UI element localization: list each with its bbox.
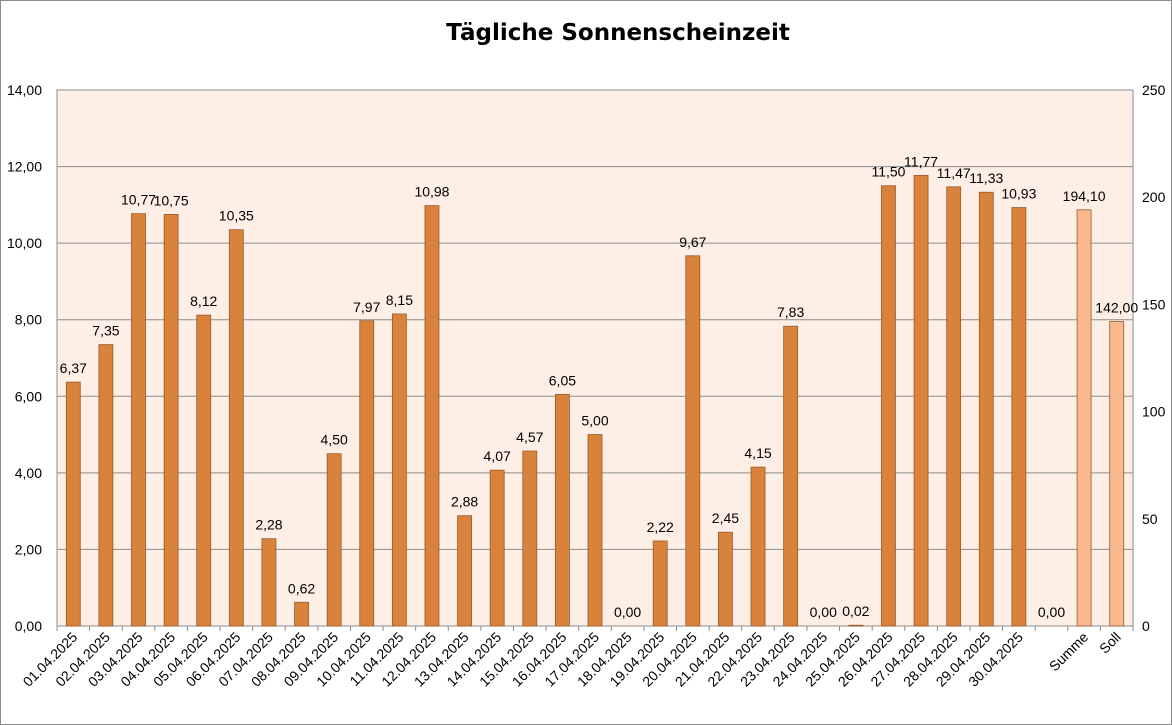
y-tick-label: 6,00 — [15, 388, 42, 404]
bar — [1076, 209, 1092, 627]
x-tick-label: Soll — [1096, 629, 1124, 657]
bar — [228, 229, 244, 627]
y2-tick-label: 50 — [1142, 511, 1158, 527]
bar — [261, 538, 277, 627]
y-tick-label: 12,00 — [7, 159, 42, 175]
data-label: 7,83 — [777, 304, 804, 320]
data-label: 2,28 — [255, 517, 282, 533]
bar — [1109, 321, 1125, 627]
bar — [326, 453, 342, 627]
data-label: 6,05 — [549, 372, 576, 388]
data-label: 8,12 — [190, 293, 217, 309]
y-tick-label: 10,00 — [7, 235, 42, 251]
bar — [65, 381, 81, 627]
data-label: 10,93 — [1001, 186, 1036, 202]
bar — [913, 174, 929, 627]
data-label: 142,00 — [1095, 300, 1138, 316]
bar — [359, 320, 375, 627]
bar — [718, 531, 733, 627]
bar — [848, 624, 864, 627]
bar — [98, 344, 114, 627]
data-label: 7,35 — [92, 323, 119, 339]
bar — [391, 313, 407, 627]
data-label: 10,77 — [121, 192, 156, 208]
data-label: 10,98 — [414, 184, 449, 200]
data-label: 4,07 — [484, 448, 511, 464]
bar — [424, 205, 440, 627]
y-tick-label: 8,00 — [15, 312, 42, 328]
bar — [881, 185, 896, 627]
plot-area: 0,00 2,00 4,00 6,00 8,00 10,00 12,00 14,00 0 50 10… — [7, 82, 1166, 690]
bar — [163, 214, 179, 627]
bar — [489, 469, 505, 627]
data-label: 0,02 — [842, 603, 869, 619]
bar — [946, 186, 962, 627]
bar — [554, 393, 570, 627]
data-label: 194,10 — [1063, 188, 1106, 204]
y2-tick-label: 100 — [1142, 404, 1166, 420]
x-tick-label: Summe — [1046, 629, 1092, 675]
data-label: 6,37 — [60, 360, 87, 376]
bar — [131, 213, 146, 627]
data-label: 5,00 — [581, 413, 608, 429]
bar — [978, 191, 994, 627]
data-label: 10,35 — [219, 208, 254, 224]
bar — [652, 540, 668, 627]
y2-tick-label: 0 — [1142, 618, 1150, 634]
data-label: 0,00 — [614, 604, 641, 620]
bar — [750, 466, 766, 627]
y-tick-label: 0,00 — [15, 618, 42, 634]
y2-tick-label: 150 — [1142, 296, 1166, 312]
bar — [1011, 207, 1027, 627]
data-label: 11,77 — [904, 153, 938, 169]
data-label: 2,45 — [712, 510, 739, 526]
y2-tick-label: 200 — [1142, 189, 1166, 205]
data-label: 0,00 — [810, 604, 837, 620]
bar — [783, 325, 799, 627]
data-label: 11,47 — [937, 165, 971, 181]
data-label: 4,15 — [744, 445, 771, 461]
data-label: 8,15 — [386, 292, 413, 308]
data-label: 2,88 — [451, 494, 478, 510]
data-label: 11,33 — [969, 170, 1003, 186]
data-label: 2,22 — [647, 519, 674, 535]
y-tick-label: 4,00 — [15, 465, 42, 481]
y-tick-label: 14,00 — [7, 82, 42, 98]
chart-title: Tägliche Sonnenscheinzeit — [446, 20, 790, 46]
data-label: 0,00 — [1038, 604, 1065, 620]
data-label: 7,97 — [353, 299, 380, 315]
data-label: 10,75 — [154, 192, 189, 208]
data-label: 4,57 — [516, 429, 543, 445]
data-label: 11,50 — [871, 164, 905, 180]
bar — [522, 450, 538, 627]
bar — [294, 601, 309, 627]
data-label: 9,67 — [679, 234, 706, 250]
data-label: 0,62 — [288, 580, 315, 596]
y-tick-label: 2,00 — [15, 541, 42, 557]
bar — [457, 515, 472, 627]
data-label: 4,50 — [321, 432, 348, 448]
y2-tick-label: 250 — [1142, 82, 1166, 98]
bar — [685, 255, 701, 627]
bar — [196, 314, 212, 627]
bar — [587, 434, 603, 627]
